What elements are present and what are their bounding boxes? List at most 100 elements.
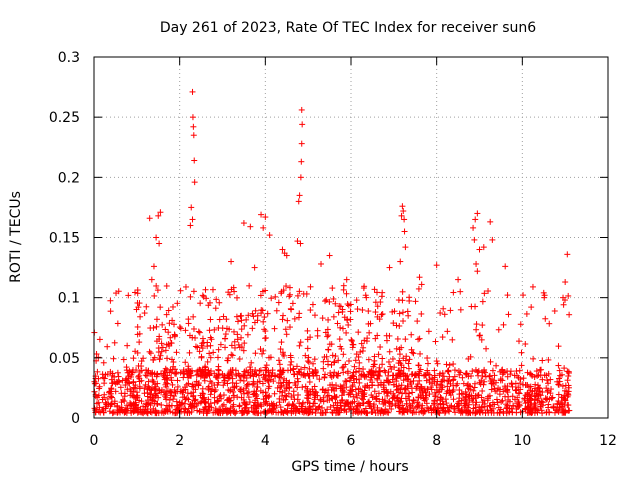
- data-point: [330, 313, 337, 320]
- data-point: [417, 392, 424, 399]
- x-tick-label: 12: [599, 433, 617, 449]
- data-point: [327, 382, 334, 389]
- data-point: [177, 287, 184, 294]
- data-point: [404, 383, 411, 390]
- data-point: [224, 372, 231, 379]
- data-point: [325, 316, 332, 323]
- data-point: [402, 357, 409, 364]
- data-point: [549, 394, 556, 401]
- data-point: [385, 372, 392, 379]
- data-point: [199, 345, 206, 352]
- data-point: [210, 349, 217, 356]
- data-point: [171, 333, 178, 340]
- data-point: [291, 396, 298, 403]
- data-point: [217, 341, 224, 348]
- data-point: [167, 334, 174, 341]
- data-point: [408, 331, 415, 338]
- data-point: [207, 400, 214, 407]
- data-point: [356, 359, 363, 366]
- data-point: [140, 410, 147, 417]
- data-point: [187, 372, 194, 379]
- data-point: [155, 349, 162, 356]
- data-point: [556, 404, 563, 411]
- x-tick-label: 10: [513, 433, 531, 449]
- data-point: [182, 396, 189, 403]
- data-point: [385, 399, 392, 406]
- data-point: [456, 402, 463, 409]
- data-point: [415, 285, 422, 292]
- data-point: [206, 299, 213, 306]
- data-point: [547, 390, 554, 397]
- data-point: [375, 382, 382, 389]
- data-point: [207, 391, 214, 398]
- data-point: [534, 382, 541, 389]
- data-point: [201, 377, 208, 384]
- data-point: [211, 394, 218, 401]
- data-point: [196, 348, 203, 355]
- data-point: [195, 371, 202, 378]
- data-point: [467, 372, 474, 379]
- data-point: [298, 140, 305, 147]
- data-point: [472, 216, 479, 223]
- data-point: [293, 363, 300, 370]
- data-point: [178, 408, 185, 415]
- data-point: [532, 396, 539, 403]
- data-point: [184, 409, 191, 416]
- data-point: [360, 366, 367, 373]
- data-point: [213, 372, 220, 379]
- data-point: [204, 358, 211, 365]
- data-point: [138, 363, 145, 370]
- data-point: [245, 369, 252, 376]
- data-point: [153, 234, 160, 241]
- data-point: [277, 404, 284, 411]
- data-point: [356, 365, 363, 372]
- data-point: [344, 316, 351, 323]
- data-point: [459, 374, 466, 381]
- data-point: [298, 371, 305, 378]
- data-point: [271, 403, 278, 410]
- data-point: [355, 390, 362, 397]
- data-point: [249, 310, 256, 317]
- data-point: [127, 392, 134, 399]
- data-point: [341, 389, 348, 396]
- data-point: [339, 364, 346, 371]
- data-point: [475, 372, 482, 379]
- data-point: [460, 380, 467, 387]
- data-point: [100, 409, 107, 416]
- data-point: [299, 121, 306, 128]
- data-point: [153, 410, 160, 417]
- data-point: [488, 380, 495, 387]
- data-point: [505, 393, 512, 400]
- data-point: [199, 340, 206, 347]
- data-point: [455, 276, 462, 283]
- data-point: [457, 288, 464, 295]
- data-point: [249, 408, 256, 415]
- data-point: [556, 367, 563, 374]
- data-point: [476, 332, 483, 339]
- data-point: [286, 284, 293, 291]
- data-point: [238, 317, 245, 324]
- data-point: [331, 393, 338, 400]
- data-point: [298, 158, 305, 165]
- data-point: [515, 398, 522, 405]
- data-point: [499, 397, 506, 404]
- data-point: [381, 397, 388, 404]
- data-point: [250, 313, 257, 320]
- data-point: [348, 387, 355, 394]
- data-point: [343, 378, 350, 385]
- data-point: [507, 371, 514, 378]
- data-point: [205, 396, 212, 403]
- data-point: [391, 381, 398, 388]
- data-point: [354, 306, 361, 313]
- data-point: [95, 408, 102, 415]
- data-point: [406, 294, 413, 301]
- data-point: [146, 348, 153, 355]
- data-point: [334, 320, 341, 327]
- data-point: [535, 384, 542, 391]
- data-point: [560, 394, 567, 401]
- data-point: [436, 410, 443, 417]
- data-point: [309, 301, 316, 308]
- data-point: [231, 288, 238, 295]
- data-point: [101, 391, 108, 398]
- data-point: [168, 374, 175, 381]
